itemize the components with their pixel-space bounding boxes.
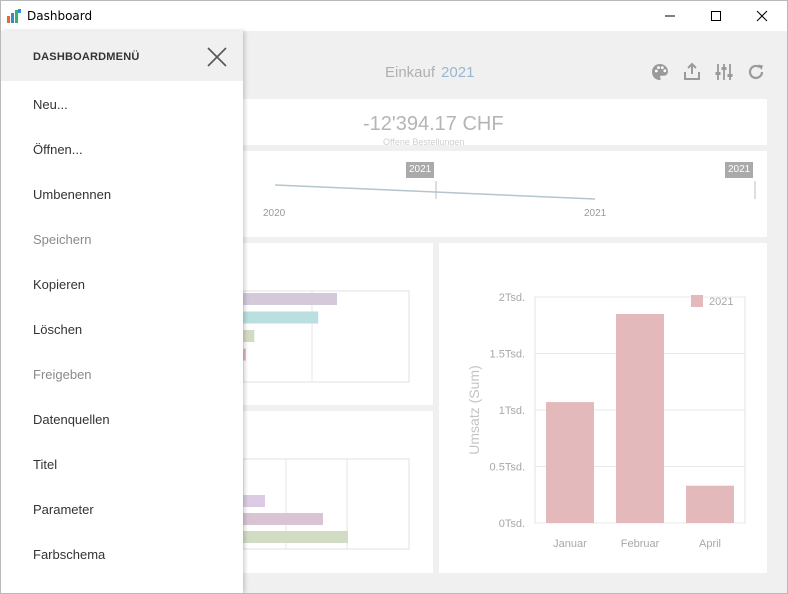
minimize-button[interactable] <box>647 1 693 31</box>
title-bar: Dashboard <box>1 1 787 31</box>
maximize-icon <box>711 11 721 21</box>
palette-icon[interactable] <box>649 61 671 83</box>
bar-chart-1-bar-2 <box>243 311 319 324</box>
kpi-value: -12'394.17 CHF <box>363 113 504 135</box>
column-chart-legend-label: 2021 <box>709 296 733 308</box>
menu-item-titel[interactable]: Titel <box>33 457 58 472</box>
export-icon[interactable] <box>681 61 703 83</box>
bar-chart-2 <box>243 458 410 550</box>
sliders-icon[interactable] <box>713 61 735 83</box>
minimize-icon <box>665 15 675 17</box>
bar-chart-1 <box>243 290 410 383</box>
column-chart-y-label: Umsatz (Sum) <box>466 365 482 454</box>
dashboard-menu-header: DASHBOARDMENÜ <box>1 31 243 81</box>
menu-item-datenquellen[interactable]: Datenquellen <box>33 412 110 427</box>
range-filter-chart <box>274 181 756 200</box>
dashboard-menu-title: DASHBOARDMENÜ <box>33 51 140 63</box>
range-badge-right: 2021 <box>725 162 754 178</box>
column-chart-card: 0Tsd. 0.5Tsd. 1Tsd. 1.5Tsd. 2Tsd. Umsatz (Sum… <box>439 243 767 573</box>
dashboard-title-text: Einkauf <box>385 64 436 81</box>
bar-chart-2-bar-2 <box>243 513 323 525</box>
column-chart-bar-april <box>686 485 734 523</box>
menu-item-öffnen[interactable]: Öffnen... <box>33 142 83 157</box>
column-chart-x-tick: Januar <box>553 538 587 550</box>
bar-chart-1-bar-1 <box>243 293 337 305</box>
menu-item-löschen[interactable]: Löschen <box>33 322 83 337</box>
menu-item-neu[interactable]: Neu... <box>33 97 68 112</box>
dashboard-title: Einkauf 2021 <box>385 64 474 81</box>
kpi-card: -12'394.17 CHF Offene Bestellungen <box>243 99 767 145</box>
column-chart-x-tick: Februar <box>621 538 660 550</box>
bar-chart-2-plot-frame <box>243 458 410 550</box>
column-chart-x-tick: April <box>699 538 721 550</box>
column-chart-y-tick: 2Tsd. <box>499 292 525 304</box>
bar-chart-1-plot-frame <box>243 290 410 383</box>
dashboard-title-year: 2021 <box>441 64 475 81</box>
column-chart-y-tick: 0.5Tsd. <box>490 462 525 474</box>
menu-item-umbenennen[interactable]: Umbenennen <box>33 187 112 202</box>
menu-item-parameter[interactable]: Parameter <box>33 502 94 517</box>
menu-item-speichern[interactable]: Speichern <box>33 232 92 247</box>
range-badge-left: 2021 <box>406 162 435 178</box>
column-chart: 0Tsd. 0.5Tsd. 1Tsd. 1.5Tsd. 2Tsd. Umsatz (Sum… <box>466 292 746 550</box>
column-chart-y-tick: 1.5Tsd. <box>490 349 525 361</box>
close-window-icon <box>756 10 768 22</box>
close-icon[interactable] <box>205 45 229 69</box>
range-series-line <box>274 184 596 200</box>
column-chart-y-tick: 0Tsd. <box>499 518 525 530</box>
menu-item-kopieren[interactable]: Kopieren <box>33 277 86 292</box>
bar-chart-1-bar-4 <box>243 348 246 361</box>
dashboard-app-icon <box>7 9 21 23</box>
column-chart-bar-februar <box>616 313 664 523</box>
bar-chart-2-bar-3 <box>243 531 348 543</box>
bar-chart-card-1 <box>243 243 433 405</box>
close-window-button[interactable] <box>739 1 785 31</box>
column-chart-y-tick: 1Tsd. <box>499 405 525 417</box>
bar-chart-card-2 <box>243 411 433 573</box>
dashboard-menu: DASHBOARDMENÜ Neu... Öffnen... Umbenennen S… <box>1 31 243 593</box>
column-chart-bar-januar <box>546 402 594 523</box>
column-chart-legend-swatch <box>691 295 703 307</box>
bar-chart-1-bar-3 <box>243 330 255 342</box>
range-tick-right: 2021 <box>584 208 607 219</box>
range-tick-left: 2020 <box>263 208 286 219</box>
maximize-button[interactable] <box>693 1 739 31</box>
range-filter-card[interactable]: 2021 2021 2020 2021 <box>243 151 767 237</box>
window-title: Dashboard <box>27 9 93 23</box>
bar-chart-2-bar-1 <box>243 495 265 507</box>
refresh-icon[interactable] <box>745 61 767 83</box>
menu-item-freigeben[interactable]: Freigeben <box>33 367 92 382</box>
menu-item-farbschema[interactable]: Farbschema <box>33 547 106 562</box>
kpi-subtitle: Offene Bestellungen <box>383 137 465 145</box>
